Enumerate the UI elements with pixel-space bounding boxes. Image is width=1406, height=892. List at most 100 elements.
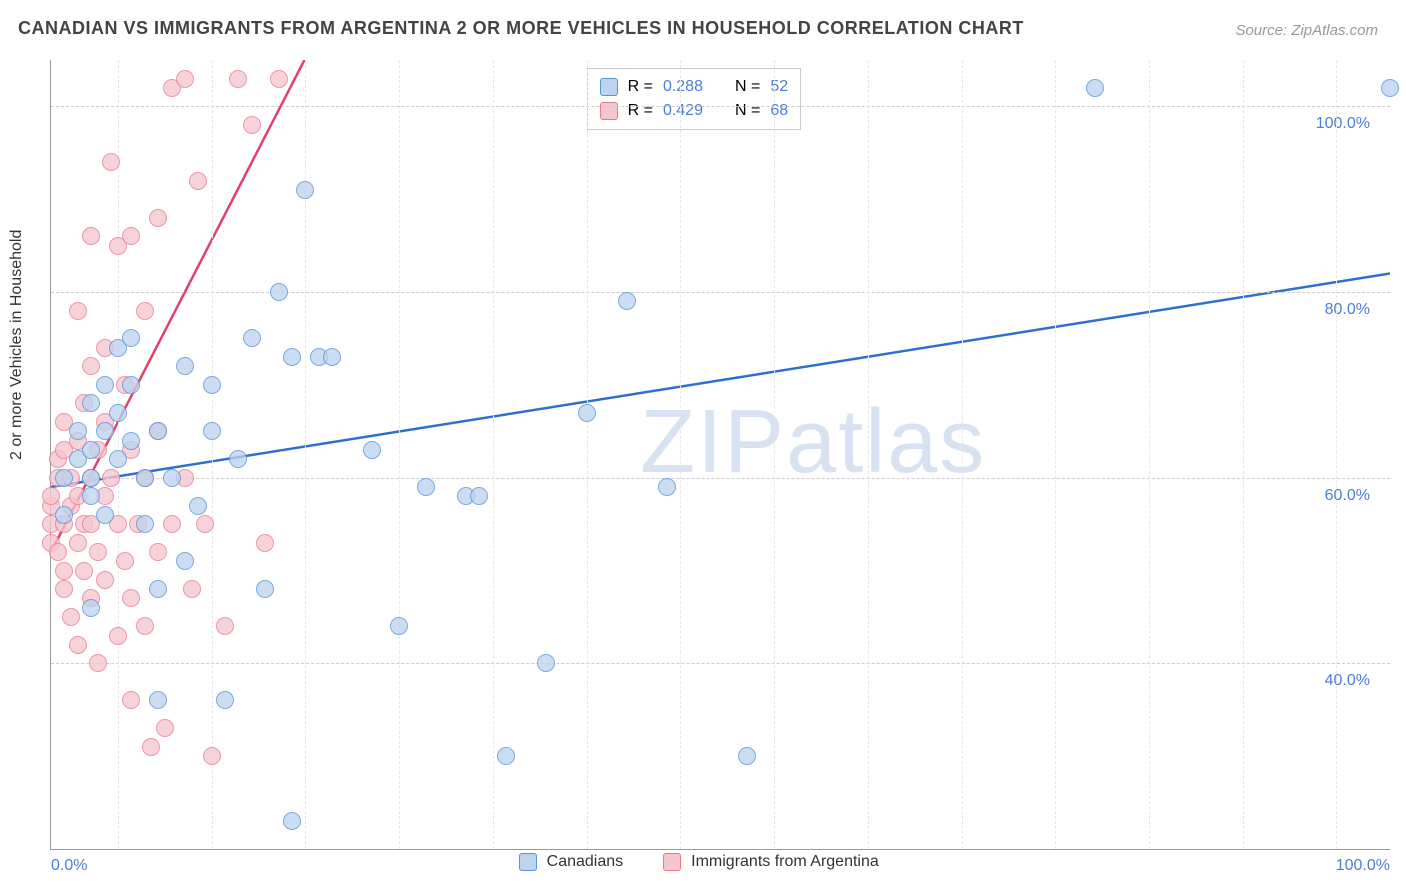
gridline-vertical bbox=[493, 60, 494, 849]
scatter-point-canadians bbox=[283, 812, 301, 830]
scatter-point-canadians bbox=[323, 348, 341, 366]
scatter-point-argentina bbox=[102, 469, 120, 487]
scatter-point-canadians bbox=[122, 376, 140, 394]
legend-label-canadians: Canadians bbox=[547, 853, 624, 871]
scatter-point-canadians bbox=[216, 691, 234, 709]
scatter-point-argentina bbox=[122, 691, 140, 709]
swatch-argentina bbox=[600, 102, 618, 120]
scatter-point-canadians bbox=[149, 580, 167, 598]
scatter-point-argentina bbox=[216, 617, 234, 635]
scatter-point-argentina bbox=[183, 580, 201, 598]
gridline-vertical bbox=[1149, 60, 1150, 849]
scatter-point-argentina bbox=[42, 487, 60, 505]
scatter-point-canadians bbox=[243, 329, 261, 347]
scatter-point-canadians bbox=[82, 599, 100, 617]
scatter-point-canadians bbox=[618, 292, 636, 310]
scatter-point-argentina bbox=[149, 543, 167, 561]
gridline-vertical bbox=[962, 60, 963, 849]
scatter-point-argentina bbox=[109, 627, 127, 645]
scatter-point-argentina bbox=[163, 515, 181, 533]
series-legend: Canadians Immigrants from Argentina bbox=[519, 853, 879, 871]
scatter-point-canadians bbox=[270, 283, 288, 301]
y-tick-label: 80.0% bbox=[1325, 301, 1370, 319]
scatter-point-argentina bbox=[49, 543, 67, 561]
scatter-point-canadians bbox=[122, 329, 140, 347]
swatch-canadians bbox=[600, 78, 618, 96]
scatter-point-canadians bbox=[149, 422, 167, 440]
scatter-point-argentina bbox=[196, 515, 214, 533]
y-tick-label: 60.0% bbox=[1325, 487, 1370, 505]
scatter-point-canadians bbox=[738, 747, 756, 765]
scatter-point-canadians bbox=[69, 422, 87, 440]
scatter-point-canadians bbox=[537, 654, 555, 672]
scatter-point-canadians bbox=[122, 432, 140, 450]
scatter-point-argentina bbox=[189, 172, 207, 190]
correlation-legend: R = 0.288 N = 52 R = 0.429 N = 68 bbox=[587, 68, 802, 130]
scatter-point-argentina bbox=[136, 302, 154, 320]
gridline-vertical bbox=[212, 60, 213, 849]
scatter-point-canadians bbox=[658, 478, 676, 496]
scatter-point-canadians bbox=[55, 469, 73, 487]
scatter-point-canadians bbox=[136, 515, 154, 533]
legend-r-value-argentina: 0.429 bbox=[663, 102, 703, 120]
scatter-point-argentina bbox=[270, 70, 288, 88]
scatter-point-canadians bbox=[96, 376, 114, 394]
swatch-canadians bbox=[519, 853, 537, 871]
scatter-point-argentina bbox=[256, 534, 274, 552]
scatter-point-argentina bbox=[176, 70, 194, 88]
scatter-point-argentina bbox=[116, 552, 134, 570]
scatter-point-argentina bbox=[136, 617, 154, 635]
scatter-point-argentina bbox=[142, 738, 160, 756]
watermark-text: ZIPatlas bbox=[640, 391, 986, 494]
scatter-point-canadians bbox=[176, 552, 194, 570]
chart-plot-area: ZIPatlas R = 0.288 N = 52 R = 0.429 N = … bbox=[50, 60, 1390, 850]
scatter-point-argentina bbox=[89, 654, 107, 672]
scatter-point-canadians bbox=[497, 747, 515, 765]
scatter-point-canadians bbox=[82, 469, 100, 487]
legend-r-label: R = bbox=[628, 102, 653, 120]
legend-n-label: N = bbox=[735, 78, 760, 96]
x-tick-label-left: 0.0% bbox=[51, 857, 87, 875]
legend-n-value-argentina: 68 bbox=[770, 102, 788, 120]
scatter-point-argentina bbox=[203, 747, 221, 765]
gridline-horizontal bbox=[51, 292, 1390, 293]
y-axis-label: 2 or more Vehicles in Household bbox=[8, 230, 26, 460]
scatter-point-argentina bbox=[69, 302, 87, 320]
gridline-horizontal bbox=[51, 106, 1390, 107]
legend-r-label: R = bbox=[628, 78, 653, 96]
gridline-vertical bbox=[1243, 60, 1244, 849]
scatter-point-canadians bbox=[578, 404, 596, 422]
gridline-vertical bbox=[774, 60, 775, 849]
gridline-vertical bbox=[680, 60, 681, 849]
gridline-horizontal bbox=[51, 663, 1390, 664]
scatter-point-canadians bbox=[283, 348, 301, 366]
gridline-vertical bbox=[868, 60, 869, 849]
legend-r-value-canadians: 0.288 bbox=[663, 78, 703, 96]
scatter-point-argentina bbox=[62, 608, 80, 626]
scatter-point-canadians bbox=[363, 441, 381, 459]
scatter-point-canadians bbox=[55, 506, 73, 524]
swatch-argentina bbox=[663, 853, 681, 871]
scatter-point-canadians bbox=[1086, 79, 1104, 97]
scatter-point-canadians bbox=[149, 691, 167, 709]
gridline-vertical bbox=[587, 60, 588, 849]
regression-lines bbox=[51, 60, 1390, 849]
scatter-point-canadians bbox=[256, 580, 274, 598]
scatter-point-argentina bbox=[69, 636, 87, 654]
gridline-horizontal bbox=[51, 478, 1390, 479]
scatter-point-argentina bbox=[122, 589, 140, 607]
scatter-point-canadians bbox=[229, 450, 247, 468]
scatter-point-argentina bbox=[156, 719, 174, 737]
source-label: Source: ZipAtlas.com bbox=[1235, 22, 1378, 39]
legend-n-label: N = bbox=[735, 102, 760, 120]
gridline-vertical bbox=[305, 60, 306, 849]
scatter-point-canadians bbox=[109, 404, 127, 422]
gridline-vertical bbox=[1055, 60, 1056, 849]
y-tick-label: 40.0% bbox=[1325, 672, 1370, 690]
legend-label-argentina: Immigrants from Argentina bbox=[691, 853, 879, 871]
gridline-vertical bbox=[399, 60, 400, 849]
scatter-point-canadians bbox=[189, 497, 207, 515]
scatter-point-argentina bbox=[229, 70, 247, 88]
scatter-point-argentina bbox=[102, 153, 120, 171]
scatter-point-canadians bbox=[82, 487, 100, 505]
